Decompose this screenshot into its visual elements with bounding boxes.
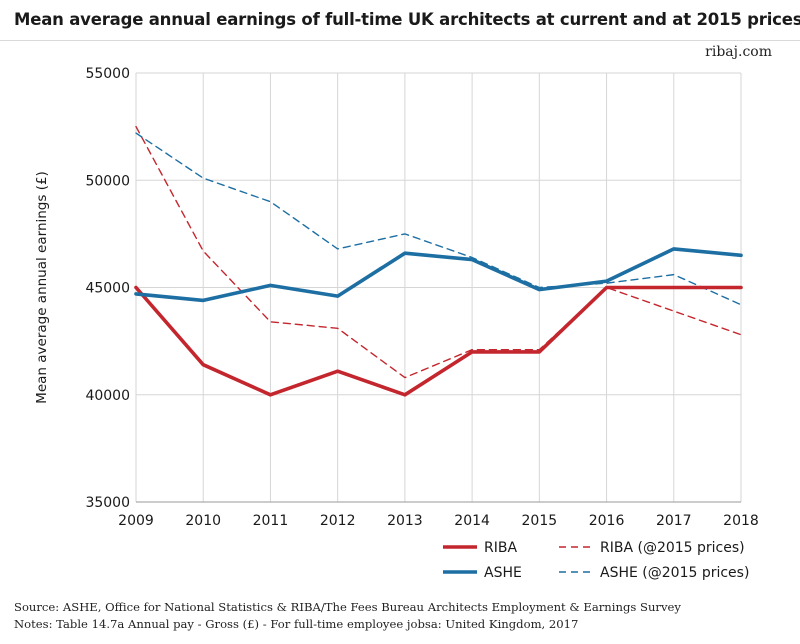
x-tick-label: 2012 bbox=[320, 513, 356, 529]
series-line-riba bbox=[134, 285, 743, 397]
series-line-ashe bbox=[134, 247, 743, 303]
axis-layer: 35000 40000 45000 50000 55000 2009 2010 2011 201… bbox=[34, 66, 759, 529]
y-tick-label: 35000 bbox=[85, 495, 130, 511]
source-note: Source: ASHE, Office for National Statis… bbox=[14, 600, 681, 614]
x-tick-label: 2013 bbox=[387, 513, 423, 529]
legend: RIBA RIBA (@2015 prices) ASHE ASHE (@2015 p… bbox=[443, 540, 749, 581]
legend-label-riba: RIBA bbox=[484, 540, 517, 556]
brand-label: ribaj.com bbox=[705, 44, 772, 60]
x-tick-label: 2018 bbox=[723, 513, 759, 529]
x-tick-label: 2011 bbox=[253, 513, 289, 529]
y-axis-label: Mean average annual earnings (£) bbox=[34, 171, 50, 404]
y-tick-label: 40000 bbox=[85, 388, 130, 404]
title-bar: Mean average annual earnings of full-tim… bbox=[0, 0, 800, 41]
chart-title: Mean average annual earnings of full-tim… bbox=[14, 10, 800, 29]
legend-label-ashe-2015-prices: ASHE (@2015 prices) bbox=[600, 565, 749, 581]
table-note: Notes: Table 14.7a Annual pay - Gross (£… bbox=[14, 617, 579, 631]
x-tick-label: 2017 bbox=[656, 513, 692, 529]
legend-label-ashe: ASHE bbox=[484, 565, 522, 581]
series-line-ashe-2015-prices bbox=[135, 132, 742, 306]
y-tick-label: 55000 bbox=[85, 66, 130, 82]
series-line-riba-2015-prices bbox=[135, 125, 742, 379]
legend-label-riba-2015-prices: RIBA (@2015 prices) bbox=[600, 540, 745, 556]
x-tick-label: 2016 bbox=[589, 513, 625, 529]
x-tick-label: 2010 bbox=[185, 513, 221, 529]
x-tick-label: 2015 bbox=[522, 513, 558, 529]
y-tick-label: 50000 bbox=[85, 173, 130, 189]
x-tick-label: 2009 bbox=[118, 513, 154, 529]
y-tick-label: 45000 bbox=[85, 281, 130, 297]
notes-block: Source: ASHE, Office for National Statis… bbox=[14, 599, 681, 633]
series-layer bbox=[134, 125, 743, 397]
line-chart: 35000 40000 45000 50000 55000 2009 2010 2011 201… bbox=[34, 66, 759, 581]
x-tick-label: 2014 bbox=[454, 513, 490, 529]
